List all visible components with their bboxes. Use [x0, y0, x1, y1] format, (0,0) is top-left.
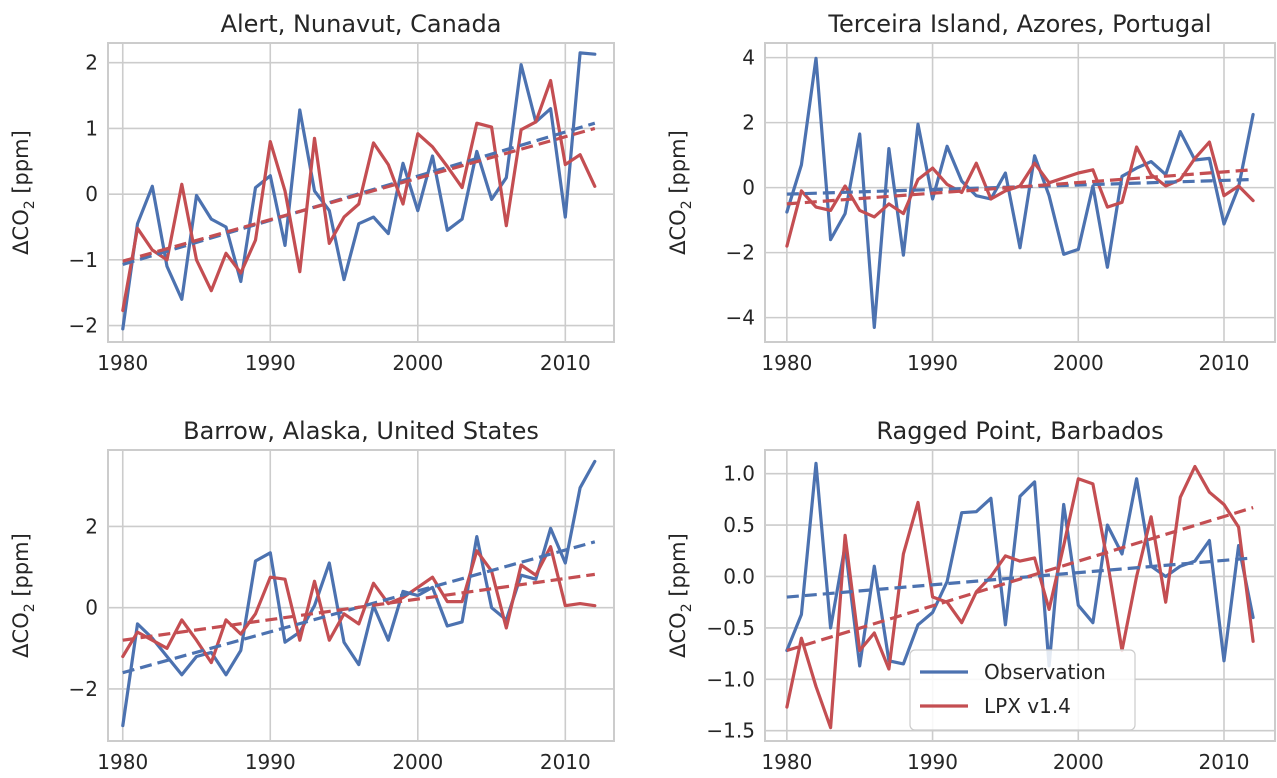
x-tick-label: 2000	[1053, 750, 1104, 774]
x-tick-label: 2000	[1053, 351, 1104, 375]
y-tick-label: 4	[742, 46, 755, 70]
plot-area	[785, 56, 1255, 329]
y-axis-label: ΔCO2 [ppm]	[9, 533, 38, 658]
series-line-observation	[121, 459, 597, 728]
series-line-observation	[785, 56, 1255, 329]
legend: Observation LPX v1.4	[909, 649, 1136, 731]
trend-line-lpx	[786, 168, 1254, 206]
x-tick-label: 2010	[540, 750, 591, 774]
series-line-observation	[785, 461, 1255, 668]
plot-area	[785, 461, 1255, 730]
x-tick-label: 1990	[245, 750, 296, 774]
trend-line-observation	[786, 177, 1254, 196]
subplot-title: Barrow, Alaska, United States	[183, 417, 539, 445]
y-tick-label: 0	[85, 182, 98, 206]
axes-frame	[764, 42, 1276, 343]
axes-frame	[107, 449, 615, 742]
y-tick-label: −2	[726, 241, 755, 265]
trend-line-lpx	[122, 572, 596, 642]
series-line-observation	[121, 51, 597, 331]
x-tick-label: 1990	[907, 351, 958, 375]
y-tick-label: 2	[742, 111, 755, 135]
subplot-1: 1980 1990 2000 2010 −2 −1 0 1 2 Alert, Nunavut, C…	[9, 10, 615, 375]
axes-frame	[107, 42, 615, 343]
subplot-4: 1980 1990 2000 2010 −1.5 −1.0 −0.5 0.0 0.5 1.0 Rag…	[666, 417, 1276, 774]
x-tick-label: 2000	[392, 750, 443, 774]
x-tick-label: 2010	[540, 351, 591, 375]
legend-box	[909, 649, 1136, 731]
legend-label: LPX v1.4	[984, 694, 1071, 718]
y-axis-label: ΔCO2 [ppm]	[666, 130, 695, 255]
x-tick-label: 1990	[245, 351, 296, 375]
series-line-lpx	[121, 78, 597, 313]
y-tick-label: −1	[69, 248, 98, 272]
y-tick-label: 0	[742, 176, 755, 200]
subplot-2: 1980 1990 2000 2010 −4 −2 0 2 4 Terceira Island, …	[666, 10, 1276, 375]
legend-label: Observation	[984, 660, 1106, 684]
y-tick-label: −1.5	[706, 719, 755, 743]
trend-line-observation	[786, 556, 1254, 599]
y-tick-label: 1	[85, 116, 98, 140]
subplot-title: Alert, Nunavut, Canada	[221, 10, 502, 38]
y-tick-label: −2	[69, 314, 98, 338]
subplot-3: 1980 1990 2000 2010 −2 0 2 Barrow, Alaska, Unit…	[9, 417, 615, 774]
x-tick-label: 1980	[97, 750, 148, 774]
subplot-title: Ragged Point, Barbados	[876, 417, 1163, 445]
plot-area	[121, 459, 597, 728]
x-tick-label: 2000	[392, 351, 443, 375]
x-tick-label: 1990	[907, 750, 958, 774]
x-tick-label: 2010	[1199, 750, 1250, 774]
y-tick-label: −2	[69, 677, 98, 701]
y-tick-label: 1.0	[723, 462, 755, 486]
trend-line-lpx	[122, 126, 596, 263]
y-tick-label: 0	[85, 596, 98, 620]
y-axis-label: ΔCO2 [ppm]	[666, 533, 695, 658]
y-tick-label: 0.5	[723, 513, 755, 537]
y-tick-label: 2	[85, 51, 98, 75]
y-axis-label: ΔCO2 [ppm]	[9, 130, 38, 255]
y-tick-label: −1.0	[706, 667, 755, 691]
trend-line-observation	[122, 121, 596, 266]
x-tick-label: 2010	[1199, 351, 1250, 375]
series-line-lpx	[121, 545, 597, 665]
y-tick-label: −4	[726, 306, 755, 330]
trend-line-lpx	[786, 506, 1254, 653]
x-tick-label: 1980	[97, 351, 148, 375]
y-tick-label: −0.5	[706, 616, 755, 640]
y-tick-label: 0.0	[723, 564, 755, 588]
y-tick-label: 2	[85, 514, 98, 538]
subplot-title: Terceira Island, Azores, Portugal	[827, 10, 1211, 38]
x-tick-label: 1980	[761, 351, 812, 375]
plot-area	[121, 51, 597, 331]
x-tick-label: 1980	[761, 750, 812, 774]
axes-frame	[764, 449, 1276, 742]
